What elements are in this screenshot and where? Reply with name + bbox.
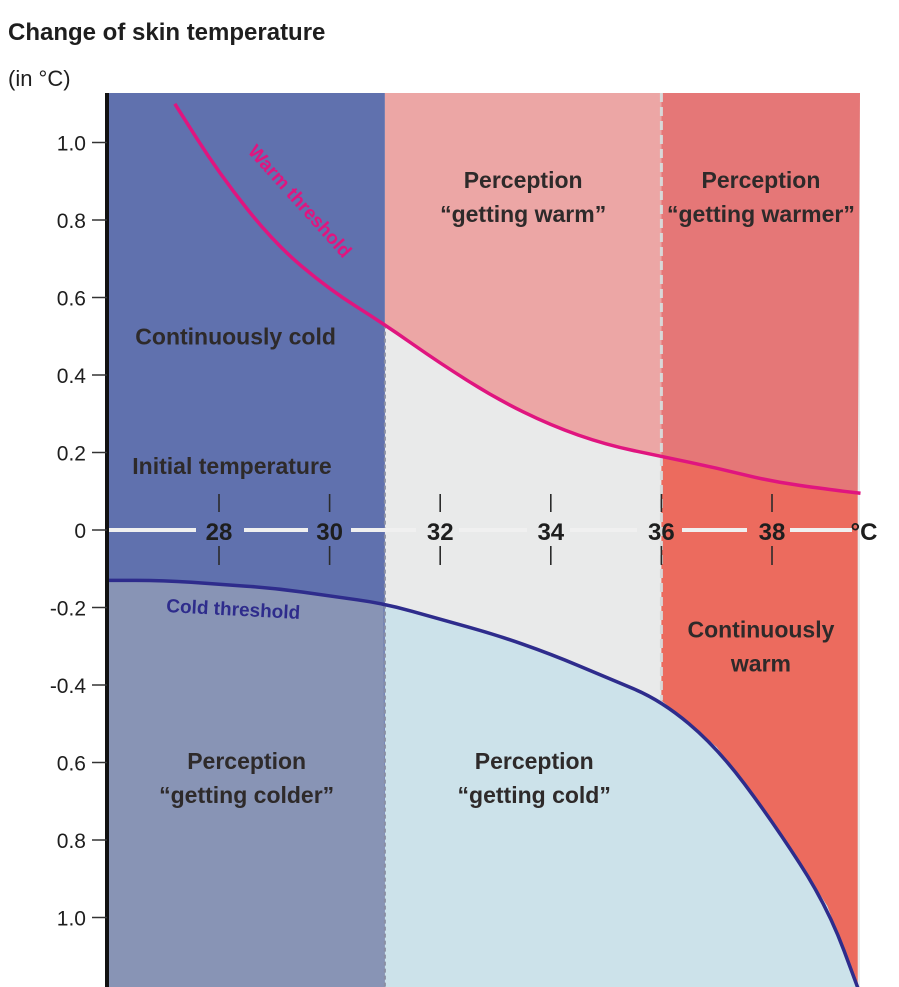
y-tick-label: 0.6 [57,288,86,311]
chart-title: Change of skin temperature [8,19,325,46]
y-tick-label: 0.6 [57,753,86,776]
y-axis-line [105,93,109,987]
getting-cold-zone [384,603,860,987]
x-tick-label: 36 [648,519,675,546]
getting-warmer-zone [661,93,860,493]
initial-temperature-label: Initial temperature [132,453,331,479]
label-getting-warmer-line: Perception [702,167,821,193]
label-getting-warmer-line: “getting warmer” [667,201,855,227]
x-axis-unit: °C [851,519,878,546]
getting-colder-zone [107,580,385,987]
cold-threshold-line [108,578,860,987]
label-continuously-warm-line: warm [730,650,791,676]
y-tick-label: 0.4 [57,365,87,388]
x-tick-label: 38 [759,519,786,546]
label-getting-colder-line: “getting colder” [159,782,334,808]
y-axis-unit: (in °C) [8,66,71,91]
label-getting-warm-line: “getting warm” [440,201,606,227]
region-labels: Initial temperature Continuously cold Perc… [132,167,855,808]
y-tick-label: 1.0 [57,908,86,931]
axes: 1.0 0.8 0.6 0.4 0.2 0 -0.2 -0.4 0.6 0.8 1.0 28 30 32 3… [50,93,878,987]
y-tick-label: 0.2 [57,443,86,466]
perception-regions [107,93,860,987]
y-tick-label: 0.8 [57,210,86,233]
label-continuously-cold-line: Continuously cold [135,323,336,349]
y-tick-label: -0.2 [50,598,86,621]
y-tick-label: 0 [74,520,86,543]
getting-warm-zone [384,93,662,457]
x-tick-label: 34 [537,519,564,546]
label-getting-colder-line: Perception [187,748,306,774]
label-getting-warm-line: Perception [464,167,583,193]
x-tick-label: 28 [206,519,233,546]
x-tick-label: 30 [316,519,343,546]
continuously-warm-zone [661,456,858,987]
y-tick-label: 1.0 [57,133,86,156]
label-continuously-warm-line: Continuously [687,616,834,642]
label-getting-cold-line: “getting cold” [458,782,611,808]
x-tick-label: 32 [427,519,454,546]
label-getting-cold-line: Perception [475,748,594,774]
y-tick-label: -0.4 [50,675,87,698]
y-tick-label: 0.8 [57,830,86,853]
warm-threshold-line [173,102,861,495]
